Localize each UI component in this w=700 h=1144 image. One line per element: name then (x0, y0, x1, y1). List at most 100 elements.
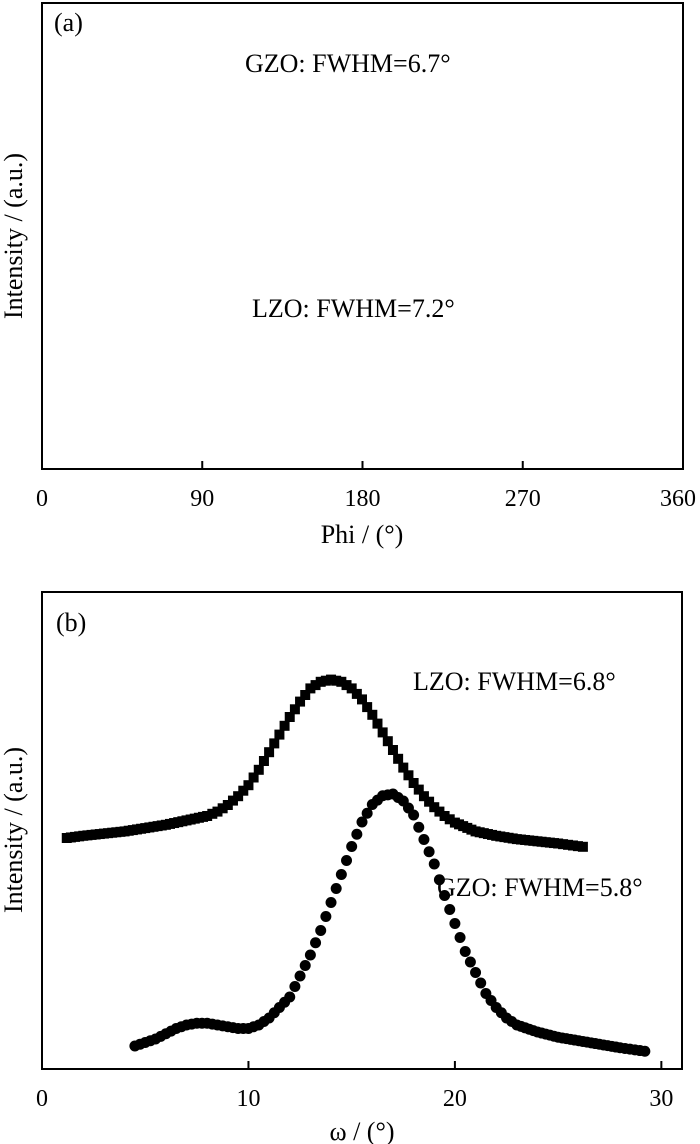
panel-b-x-tick-label: 0 (36, 1086, 48, 1112)
panel-b-gzo-point (639, 1045, 651, 1057)
panel-b-lzo-point (326, 674, 337, 685)
panel-b-lzo-point (279, 720, 290, 731)
panel-b-lzo-point (387, 745, 398, 755)
panel-b-lzo-point (424, 796, 435, 807)
panel-b-lzo-point (403, 770, 414, 781)
panel-b-lzo-point (382, 736, 393, 747)
panel-b-lzo-point (264, 747, 275, 758)
panel-b-gzo-point (454, 932, 466, 943)
panel-b-lzo-point (357, 694, 367, 705)
panel-b-series-gzo (129, 788, 651, 1057)
panel-b-gzo-point (356, 816, 368, 828)
panel-b-lzo-point (284, 712, 295, 722)
panel-b-gzo-point (325, 897, 337, 908)
panel-b-lzo-point (269, 738, 280, 749)
panel-b-gzo-point (346, 841, 358, 852)
panel-b-lzo-point (253, 764, 264, 775)
panel-a-x-axis-label: Phi / (°) (321, 520, 404, 549)
panel-b-lzo-point (289, 704, 300, 715)
panel-b-lzo-point (341, 680, 352, 691)
panel-b-lzo-point (243, 780, 254, 791)
panel-b-gzo-point (299, 960, 311, 971)
panel-b-gzo-point (418, 834, 430, 845)
panel-a-x-tick-label: 90 (190, 486, 214, 512)
panel-b-gzo-point (470, 967, 482, 978)
panel-b-label: (b) (56, 608, 86, 637)
panel-b: (b) LZO: FWHM=6.8° GZO: FWHM=5.8° Intens… (0, 591, 683, 1144)
panel-b-lzo-point (367, 709, 378, 720)
panel-a-y-axis-label: Intensity / (a.u.) (0, 153, 28, 319)
panel-b-gzo-point (341, 855, 353, 866)
panel-b-lzo-point (346, 683, 357, 694)
panel-b-frame (41, 591, 683, 1070)
panel-b-gzo-point (320, 911, 332, 922)
panel-b-lzo-point (217, 803, 228, 814)
panel-b-lzo-point (362, 702, 373, 713)
panel-b-lzo-point (238, 785, 249, 796)
panel-b-series-lzo (61, 674, 588, 852)
panel-b-lzo-point (439, 811, 450, 821)
panel-b-x-axis-label: ω / (°) (329, 1117, 394, 1144)
panel-b-lzo-point (233, 791, 244, 802)
panel-b-lzo-point (227, 795, 238, 806)
panel-b-lzo-annotation: LZO: FWHM=6.8° (413, 667, 616, 696)
panel-b-lzo-point (372, 718, 383, 729)
panel-b-x-tick-label: 30 (649, 1086, 673, 1112)
panel-b-lzo-point (212, 806, 223, 817)
panel-b-gzo-point (289, 981, 301, 992)
panel-b-gzo-point (428, 858, 440, 870)
panel-b-gzo-point (423, 846, 435, 858)
panel-b-gzo-point (413, 821, 425, 833)
panel-b-lzo-point (248, 772, 259, 783)
panel-b-gzo-point (475, 977, 487, 989)
panel-b-lzo-point (418, 791, 429, 802)
panel-b-lzo-point (377, 727, 388, 738)
panel-b-lzo-point (434, 806, 445, 817)
panel-b-gzo-point (284, 991, 296, 1003)
panel-b-lzo-point (577, 841, 588, 852)
panel-b-gzo-point (335, 869, 347, 880)
panel-b-lzo-point (222, 800, 233, 810)
panel-b-gzo-point (361, 807, 373, 819)
panel-b-gzo-point (304, 949, 316, 961)
panel-b-x-tick-label: 10 (236, 1086, 260, 1112)
panel-b-lzo-point (398, 762, 409, 773)
panel-b-lzo-point (295, 696, 306, 707)
panel-a-x-tick-label: 360 (660, 486, 696, 512)
panel-b-lzo-point (258, 756, 269, 766)
panel-b-gzo-point (310, 937, 322, 949)
panel-b-lzo-point (207, 808, 218, 819)
panel-b-gzo-point (464, 956, 476, 968)
panel-b-gzo-point (315, 925, 327, 936)
panel-b-lzo-point (274, 729, 285, 740)
panel-b-gzo-point (330, 883, 342, 894)
panel-a-label: (a) (54, 8, 83, 37)
panel-b-x-tick-label: 20 (443, 1086, 467, 1112)
panel-b-lzo-point (408, 778, 419, 788)
panel-b-gzo-point (444, 904, 456, 915)
panel-b-lzo-point (320, 675, 331, 686)
panel-a-x-tick-label: 180 (345, 486, 381, 512)
panel-a-x-tick-label: 270 (505, 486, 541, 512)
panel-a-lzo-annotation: LZO: FWHM=7.2° (252, 294, 455, 323)
panel-b-lzo-point (351, 688, 362, 699)
panel-b-lzo-point (444, 814, 455, 825)
panel-b-lzo-point (336, 676, 347, 687)
panel-b-lzo-point (305, 683, 316, 694)
panel-b-lzo-point (429, 802, 440, 813)
panel-a: (a) GZO: FWHM=6.7° LZO: FWHM=7.2° Intens… (0, 3, 696, 549)
panel-b-y-axis-label: Intensity / (a.u.) (0, 747, 28, 913)
panel-b-lzo-point (300, 690, 311, 700)
panel-b-series (61, 674, 651, 1057)
panel-b-gzo-point (294, 970, 306, 982)
panel-b-lzo-point (393, 753, 404, 764)
panel-a-x-axis: 0 90 180 270 360 (36, 461, 696, 512)
panel-b-lzo-point (310, 680, 321, 691)
panel-b-lzo-point (315, 676, 326, 687)
panel-b-lzo-point (202, 811, 213, 821)
panel-b-lzo-point (331, 675, 342, 686)
panel-b-gzo-point (408, 809, 420, 821)
panel-b-gzo-point (351, 828, 363, 840)
panel-b-gzo-point (439, 890, 451, 901)
